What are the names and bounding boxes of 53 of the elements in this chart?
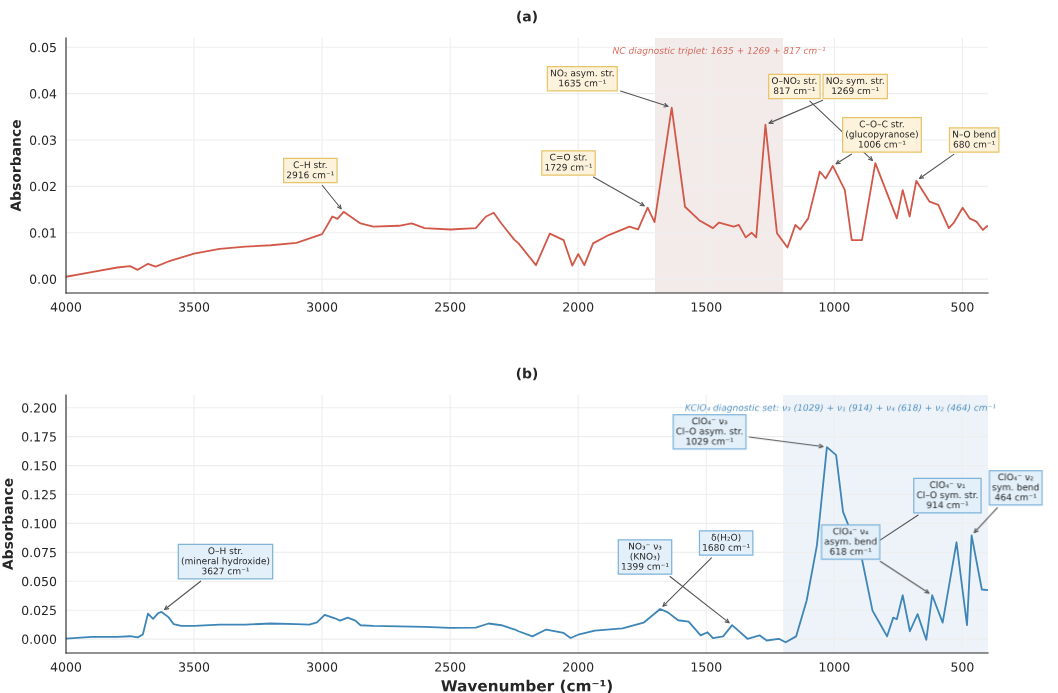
band-label: NC diagnostic triplet: 1635 + 1269 + 817 cm⁻¹ [612, 46, 826, 56]
y-tick-label: 0.100 [22, 518, 57, 529]
y-tick-label: 0.00 [29, 274, 57, 285]
annotation: NO₃⁻ ν₃ (KNO₃) 1399 cm⁻¹ [622, 542, 669, 570]
annotation: O–NO₂ str. 817 cm⁻¹ [771, 77, 817, 95]
x-tick-label: 2500 [435, 302, 466, 312]
annotation: C–H str. 2916 cm⁻¹ [287, 161, 334, 179]
chart-title: (b) [516, 367, 538, 381]
annotation: ClO₄⁻ ν₄ asym. bend 618 cm⁻¹ [824, 527, 877, 555]
annotation: C=O str. 1729 cm⁻¹ [545, 153, 592, 171]
annotation: N–O bend 680 cm⁻¹ [953, 130, 996, 148]
x-tick-label: 1500 [691, 662, 722, 672]
y-axis-title: Absorbance [2, 478, 13, 571]
y-tick-label: 0.175 [22, 432, 56, 442]
y-tick-label: 0.05 [29, 42, 56, 53]
annotation: ClO₄⁻ ν₂ sym. bend 464 cm⁻¹ [992, 473, 1039, 501]
y-tick-label: 0.02 [29, 181, 56, 192]
x-tick-label: 4000 [50, 302, 82, 312]
annotation: δ(H₂O) 1680 cm⁻¹ [703, 533, 750, 551]
x-tick-label: 2000 [563, 662, 594, 672]
y-tick-label: 0.200 [22, 403, 57, 413]
y-tick-label: 0.050 [22, 576, 57, 587]
y-tick-label: 0.150 [22, 461, 57, 471]
x-tick-label: 1000 [819, 302, 850, 312]
x-tick-label: 4000 [50, 662, 82, 672]
y-axis-title: Absorbance [10, 120, 21, 212]
x-tick-label: 1500 [691, 302, 722, 312]
chart-title: (a) [517, 10, 537, 24]
annotation: O–H str. (mineral hydroxide) 3627 cm⁻¹ [181, 547, 270, 575]
x-tick-label: 500 [951, 662, 974, 672]
annotation: ClO₄⁻ ν₁ Cl–O sym. str. 914 cm⁻¹ [917, 481, 978, 509]
band-label: KClO₄ diagnostic set: ν₃ (1029) + ν₁ (914) + ν₄ (618) + ν₂ (464) cm⁻¹ [685, 404, 996, 413]
annotation: NO₂ asym. str. 1635 cm⁻¹ [550, 69, 614, 87]
x-tick-label: 3000 [307, 662, 338, 672]
x-tick-label: 2500 [435, 662, 466, 672]
x-tick-label: 3500 [179, 302, 210, 312]
y-tick-label: 0.000 [22, 634, 57, 645]
y-tick-label: 0.025 [22, 605, 56, 616]
y-tick-label: 0.075 [22, 547, 56, 558]
y-tick-label: 0.01 [29, 228, 56, 238]
annotation: NO₂ sym. str. 1269 cm⁻¹ [826, 77, 884, 95]
y-tick-label: 0.04 [29, 89, 57, 99]
x-tick-label: 500 [951, 302, 974, 312]
x-tick-label: 2000 [563, 302, 594, 312]
y-tick-label: 0.03 [29, 135, 56, 145]
annotation: ClO₄⁻ ν₃ Cl–O asym. str. 1029 cm⁻¹ [676, 417, 743, 445]
annotation: C–O–C str. (glucopyranose) 1006 cm⁻¹ [846, 120, 918, 148]
x-tick-label: 1000 [819, 662, 850, 672]
x-axis-title: Wavenumber (cm⁻¹) [441, 679, 612, 693]
x-tick-label: 3000 [307, 302, 338, 312]
x-tick-label: 3500 [179, 662, 210, 672]
line-series [66, 446, 988, 644]
y-tick-label: 0.125 [22, 489, 56, 500]
